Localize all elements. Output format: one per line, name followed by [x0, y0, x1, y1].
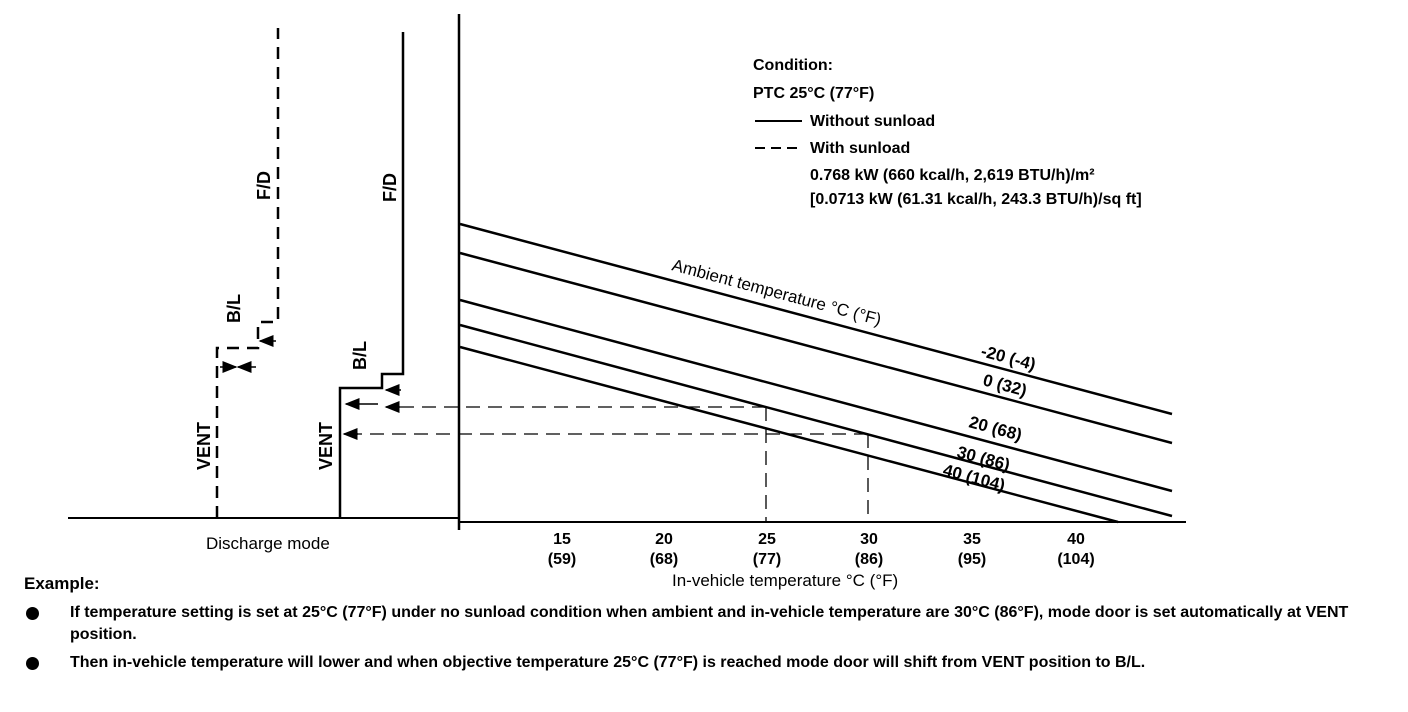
x-tick-15-f: (59) — [548, 551, 576, 568]
vent-dashed-label: VENT — [194, 422, 214, 470]
legend-dashed-label: With sunload — [810, 140, 910, 157]
x-tick-20-f: (68) — [650, 551, 678, 568]
solid-mode-step — [338, 32, 405, 518]
x-tick-25: 25 — [758, 531, 776, 548]
x-tick-labels: 15 (59) 20 (68) 25 (77) 30 (86) 35 (95) … — [548, 531, 1095, 568]
x-tick-30-f: (86) — [855, 551, 883, 568]
discharge-mode-label: Discharge mode — [206, 534, 330, 553]
x-tick-25-f: (77) — [753, 551, 781, 568]
condition-heading: Condition: — [753, 57, 833, 74]
ambient-line-30 — [459, 323, 1173, 518]
example-guides — [350, 406, 869, 522]
x-tick-35: 35 — [963, 531, 981, 548]
x-tick-40-f: (104) — [1057, 551, 1094, 568]
bl-solid-label: B/L — [350, 341, 370, 370]
example-bullet-text-2: Then in-vehicle temperature will lower a… — [70, 654, 1146, 671]
ambient-line-20 — [459, 298, 1173, 493]
series-label-20: 20 (68) — [967, 413, 1024, 445]
bullet-dot-icon — [26, 657, 39, 670]
x-axis-label: In-vehicle temperature °C (°F) — [672, 571, 898, 590]
bullet-dot-icon — [26, 607, 39, 620]
sunload-line-2: [0.0713 kW (61.31 kcal/h, 243.3 BTU/h)/s… — [810, 191, 1142, 208]
ambient-line-minus20 — [459, 222, 1173, 416]
sunload-line-1: 0.768 kW (660 kcal/h, 2,619 BTU/h)/m² — [810, 167, 1095, 184]
ambient-line-0 — [459, 251, 1173, 445]
fd-solid-label: F/D — [380, 173, 400, 202]
legend-solid-label: Without sunload — [810, 113, 935, 130]
x-tick-30: 30 — [860, 531, 878, 548]
condition-ptc: PTC 25°C (77°F) — [753, 85, 874, 102]
fd-dashed-label: F/D — [254, 171, 274, 200]
dashed-mode-step — [215, 28, 280, 518]
example-heading: Example: — [24, 574, 100, 593]
x-tick-20: 20 — [655, 531, 673, 548]
x-tick-40: 40 — [1067, 531, 1085, 548]
bl-dashed-label: B/L — [224, 294, 244, 323]
x-tick-35-f: (95) — [958, 551, 986, 568]
x-tick-15: 15 — [553, 531, 571, 548]
ambient-lines — [459, 222, 1173, 524]
example-bullet-text-1: If temperature setting is set at 25°C (7… — [70, 604, 1349, 643]
ambient-line-40 — [459, 345, 1119, 524]
vent-solid-label: VENT — [316, 422, 336, 470]
